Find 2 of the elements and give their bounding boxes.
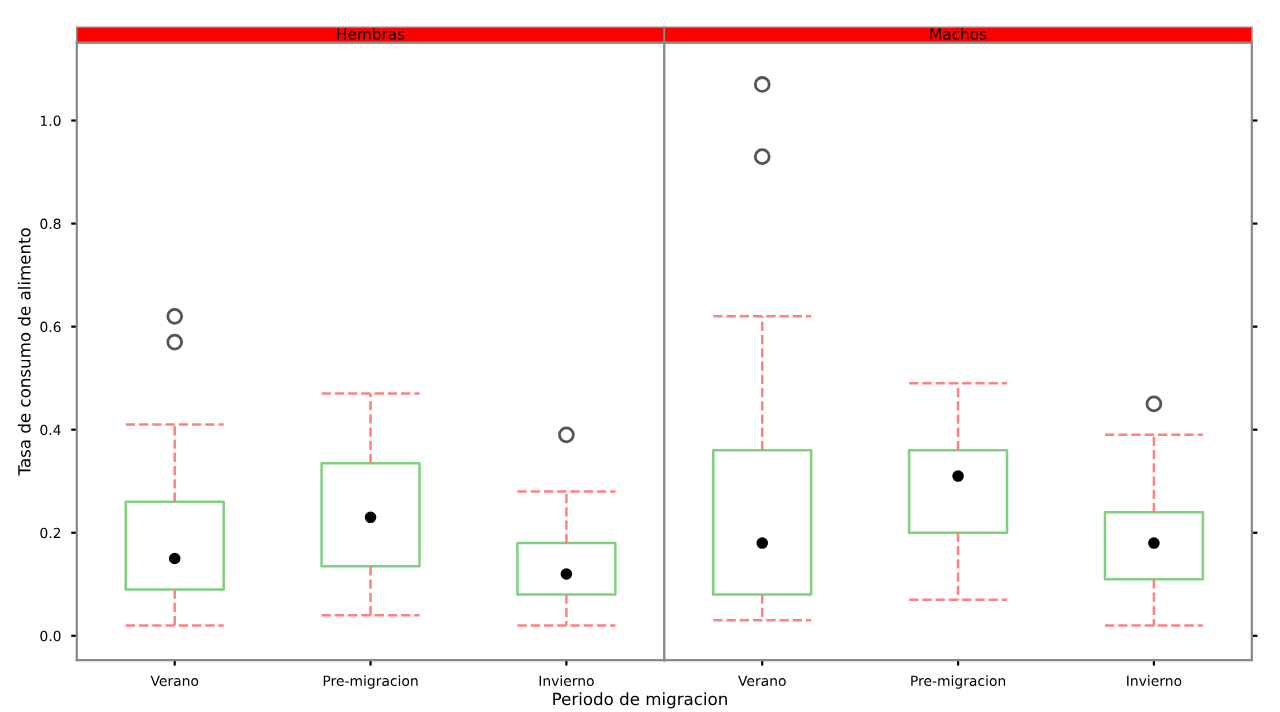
x-axis-title: Periodo de migracion: [553, 692, 727, 709]
y-axis-title: Tasa de consumo de alimento: [17, 228, 31, 476]
